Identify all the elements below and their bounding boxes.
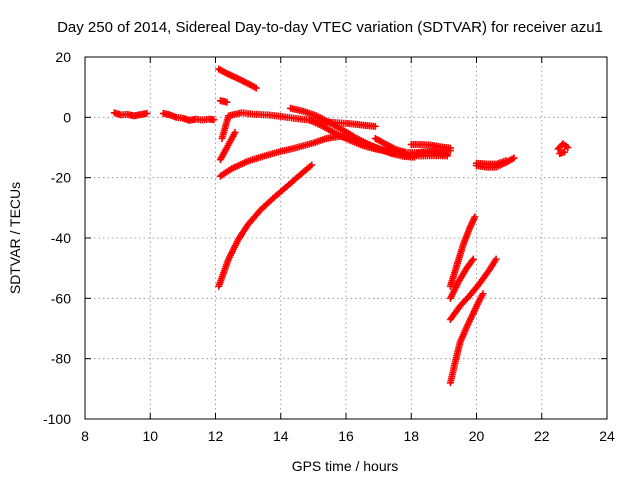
x-tick-label: 18 bbox=[403, 428, 419, 444]
data-points bbox=[110, 65, 572, 387]
data-point-marker bbox=[492, 255, 500, 263]
grid-lines bbox=[85, 57, 607, 419]
data-point-marker bbox=[479, 290, 487, 298]
data-point-marker bbox=[143, 109, 151, 117]
x-tick-label: 24 bbox=[599, 428, 615, 444]
data-point-marker bbox=[223, 98, 231, 106]
data-point-marker bbox=[446, 144, 454, 152]
data-point-marker bbox=[468, 257, 476, 265]
y-tick-label: -60 bbox=[51, 290, 71, 306]
x-tick-label: 10 bbox=[142, 428, 158, 444]
y-tick-label: -100 bbox=[43, 411, 71, 427]
y-tick-label: -80 bbox=[51, 351, 71, 367]
data-point-marker bbox=[443, 151, 451, 159]
x-tick-label: 20 bbox=[469, 428, 485, 444]
x-tick-label: 14 bbox=[273, 428, 289, 444]
x-tick-label: 8 bbox=[81, 428, 89, 444]
chart-title: Day 250 of 2014, Sidereal Day-to-day VTE… bbox=[57, 19, 603, 36]
data-point-marker bbox=[469, 255, 477, 263]
x-axis-label: GPS time / hours bbox=[292, 458, 399, 474]
y-tick-label: 0 bbox=[63, 109, 71, 125]
data-point-marker bbox=[308, 161, 316, 169]
y-tick-label: -40 bbox=[51, 230, 71, 246]
data-point-marker bbox=[564, 144, 572, 151]
y-tick-label: 20 bbox=[55, 49, 71, 65]
y-tick-label: -20 bbox=[51, 170, 71, 186]
plot-frame bbox=[84, 56, 608, 420]
axis-ticks: 8 10 12 14 16 18 20 22 24 20 0 -20 -40 -60 -80 -100 bbox=[43, 49, 615, 444]
data-point-marker bbox=[371, 122, 379, 130]
x-tick-label: 22 bbox=[534, 428, 550, 444]
data-point-marker bbox=[252, 84, 260, 92]
y-axis-label: SDTVAR / TECUs bbox=[7, 182, 23, 294]
data-point-marker bbox=[401, 148, 409, 156]
data-point-marker bbox=[471, 213, 479, 221]
x-tick-label: 16 bbox=[338, 428, 354, 444]
data-point-marker bbox=[502, 157, 510, 165]
data-point-marker bbox=[510, 154, 518, 162]
data-point-marker bbox=[210, 116, 218, 124]
data-point-marker bbox=[231, 128, 239, 136]
x-tick-label: 12 bbox=[208, 428, 224, 444]
data-point-marker bbox=[561, 148, 569, 156]
